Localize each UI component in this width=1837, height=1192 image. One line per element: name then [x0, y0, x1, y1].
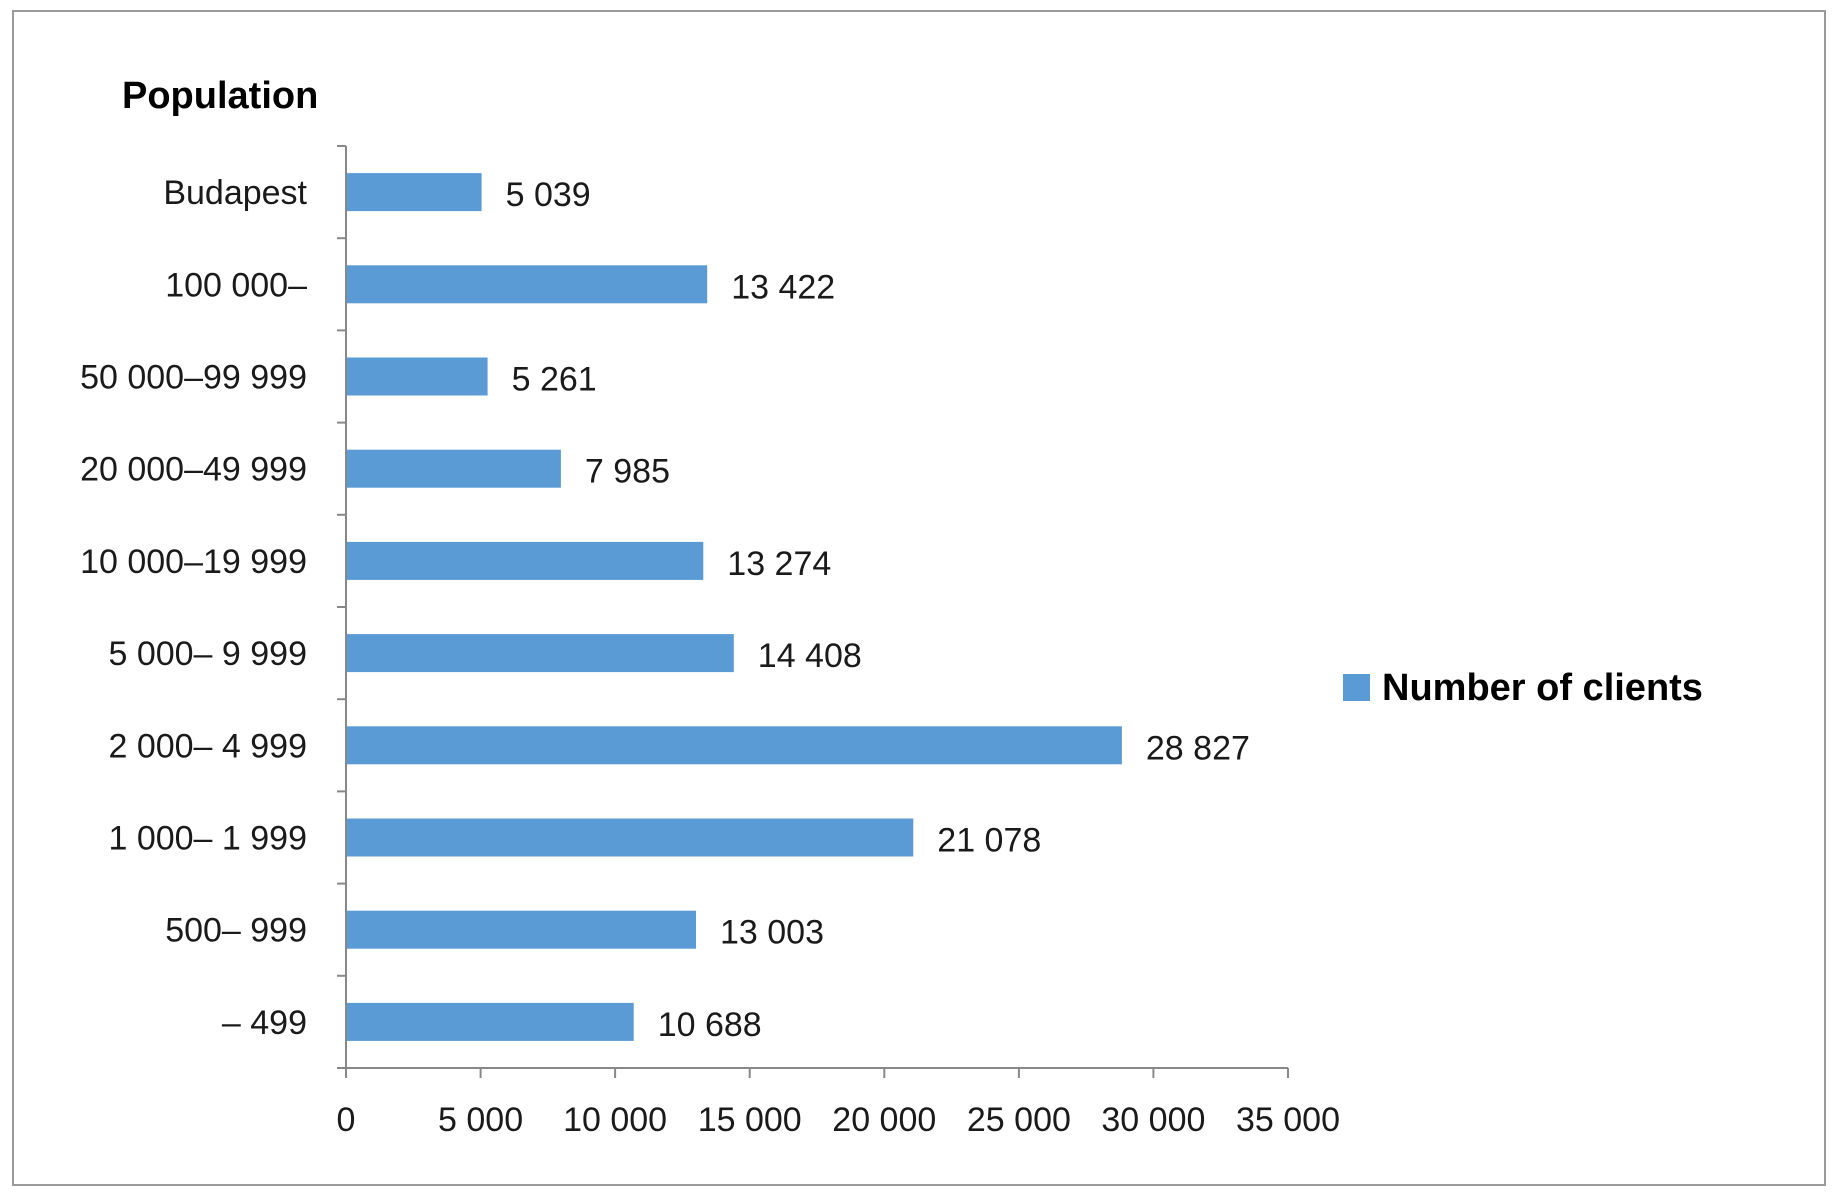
data-label-100-000: 13 422: [731, 268, 835, 306]
x-tick-label-15-000: 15 000: [698, 1101, 802, 1139]
data-label-20-000-49-999: 7 985: [585, 453, 670, 491]
data-label-500-999: 13 003: [720, 914, 824, 952]
category-label-100-000: 100 000–: [165, 266, 307, 304]
bar-50-000-99-999: [346, 357, 488, 396]
category-label-50-000-99-999: 50 000–99 999: [80, 359, 307, 397]
legend-swatch: [1343, 674, 1370, 701]
category-label-10-000-19-999: 10 000–19 999: [80, 543, 307, 581]
data-label-5-000-9-999: 14 408: [758, 637, 862, 675]
legend: Number of clients: [1343, 667, 1703, 709]
x-tick-label-20-000: 20 000: [832, 1101, 936, 1139]
chart-frame: [12, 10, 1826, 1186]
data-label-10-000-19-999: 13 274: [727, 545, 831, 583]
data-label-50-000-99-999: 5 261: [512, 361, 597, 399]
x-tick-label-25-000: 25 000: [967, 1101, 1071, 1139]
bar-2-000-4-999: [346, 726, 1122, 765]
x-tick-label-5-000: 5 000: [438, 1101, 523, 1139]
legend-label: Number of clients: [1382, 667, 1703, 709]
data-label-499: 10 688: [658, 1006, 762, 1044]
bar-100-000: [346, 265, 708, 304]
x-tick-label-35-000: 35 000: [1236, 1101, 1340, 1139]
category-label-1-000-1-999: 1 000– 1 999: [108, 820, 307, 858]
bar-20-000-49-999: [346, 449, 561, 488]
data-label-2-000-4-999: 28 827: [1146, 729, 1250, 767]
bar-500-999: [346, 910, 696, 949]
bar-1-000-1-999: [346, 818, 914, 857]
bars-layer: [346, 173, 1122, 1041]
category-label-500-999: 500– 999: [165, 912, 307, 950]
bar-10-000-19-999: [346, 541, 704, 580]
x-tick-label-30-000: 30 000: [1101, 1101, 1205, 1139]
data-label-budapest: 5 039: [506, 176, 591, 214]
labels-layer: Budapest 5 039 100 000– 13 422 50 000–99 999…: [80, 174, 1250, 1044]
y-axis-title: Population: [122, 75, 318, 117]
bar-budapest: [346, 173, 482, 212]
category-label-20-000-49-999: 20 000–49 999: [80, 451, 307, 489]
x-tick-label-10-000: 10 000: [563, 1101, 667, 1139]
x-tick-label-0: 0: [337, 1101, 356, 1139]
category-label-499: – 499: [222, 1004, 307, 1042]
category-label-2-000-4-999: 2 000– 4 999: [108, 727, 307, 765]
bar-499: [346, 1002, 634, 1041]
bar-5-000-9-999: [346, 634, 734, 673]
data-label-1-000-1-999: 21 078: [937, 822, 1041, 860]
category-label-budapest: Budapest: [163, 174, 307, 212]
axes-layer: 0 5 000 10 000 15 000 20 000 25 000 30 000 35 0…: [337, 145, 1340, 1139]
category-label-5-000-9-999: 5 000– 9 999: [108, 635, 307, 673]
